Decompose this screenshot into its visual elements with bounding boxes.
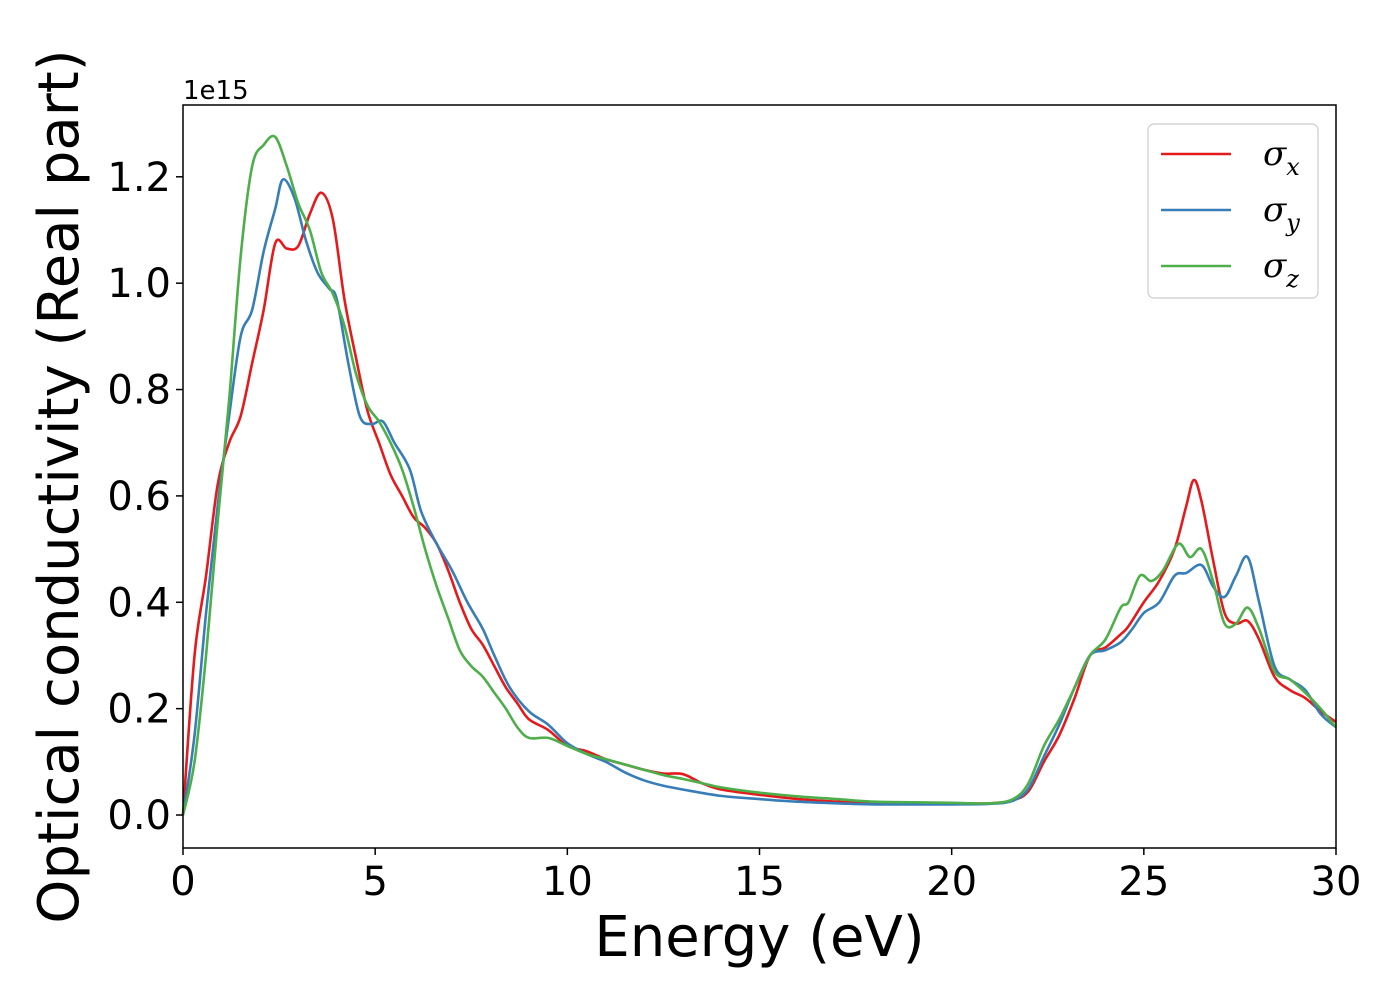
legend-subscript: z	[1285, 265, 1299, 293]
legend-label: σz	[1263, 246, 1299, 293]
y-tick-label: 0.0	[107, 793, 171, 839]
legend-label: σy	[1263, 190, 1300, 237]
y-offset-text: 1e15	[183, 76, 249, 106]
y-tick-label: 0.8	[107, 368, 171, 414]
legend-box	[1147, 123, 1319, 299]
x-tick-label: 30	[1311, 859, 1362, 905]
y-tick-label: 1.0	[107, 261, 171, 307]
x-tick-label: 15	[734, 859, 785, 905]
legend-entry-y: σy	[1161, 190, 1300, 237]
legend-symbol: σ	[1263, 134, 1287, 174]
x-tick-label: 25	[1118, 859, 1169, 905]
legend-entry-x: σx	[1161, 134, 1300, 181]
legend-subscript: y	[1285, 209, 1300, 237]
series-line-y	[181, 178, 1337, 816]
x-axis: 0 5 10 15 20 25 30	[170, 848, 1361, 905]
legend-symbol: σ	[1263, 246, 1287, 286]
x-tick-label: 10	[542, 859, 593, 905]
y-tick-label: 0.2	[107, 687, 171, 733]
x-tick-label: 5	[362, 859, 387, 905]
x-tick-label: 0	[170, 859, 195, 905]
legend-subscript: x	[1286, 153, 1300, 181]
x-tick-label: 20	[926, 859, 977, 905]
y-tick-label: 0.6	[107, 474, 171, 520]
series-line-z	[181, 134, 1338, 816]
y-axis: 0.0 0.2 0.4 0.6 0.8 1.0 1.2	[107, 155, 183, 839]
legend-label: σx	[1263, 134, 1300, 181]
series-layer	[181, 134, 1338, 816]
y-axis-label: Optical conductivity (Real part)	[27, 49, 92, 923]
x-axis-label: Energy (eV)	[594, 905, 924, 970]
legend-entry-z: σz	[1161, 246, 1299, 293]
legend-symbol: σ	[1263, 190, 1287, 230]
y-tick-label: 1.2	[107, 155, 171, 201]
y-tick-label: 0.4	[107, 580, 171, 626]
